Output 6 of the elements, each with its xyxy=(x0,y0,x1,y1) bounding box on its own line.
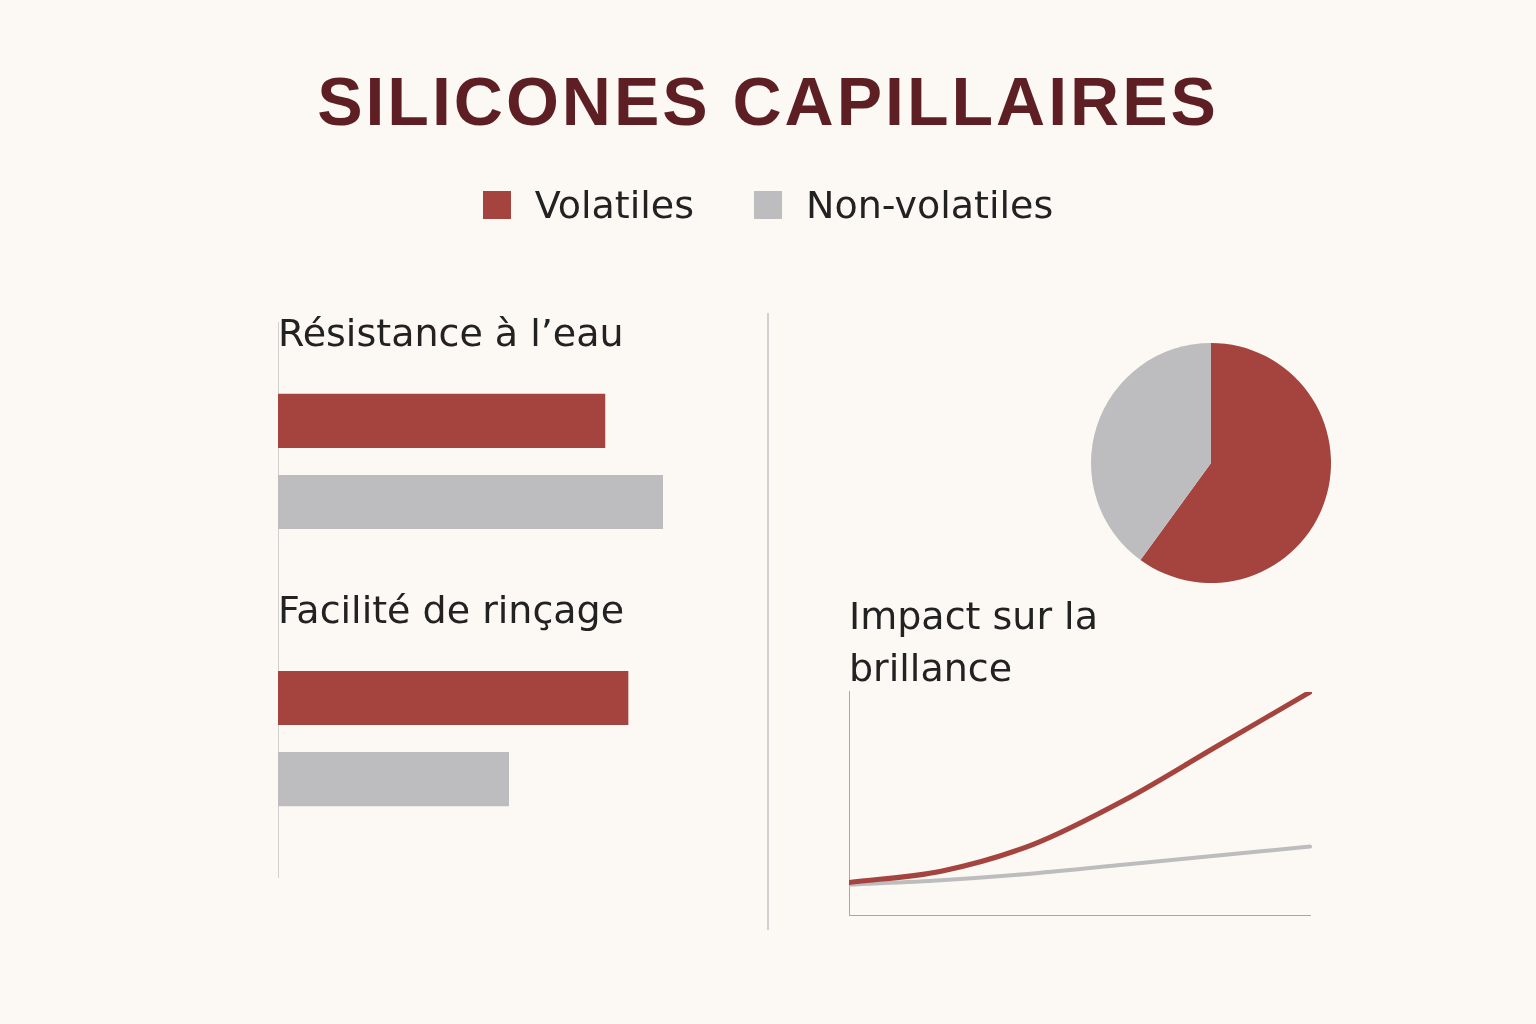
text: SILICONES CAPILLAIRES xyxy=(316,62,1220,140)
chart-title: Impact sur la brillance xyxy=(849,593,1099,692)
legend-label: Non-volatiles xyxy=(806,183,1054,227)
y-tick-label: Facilité de rinçage xyxy=(278,588,625,633)
y-tick-label: Résistance à l’eau xyxy=(278,311,624,356)
legend-label: Volatiles xyxy=(534,183,695,227)
